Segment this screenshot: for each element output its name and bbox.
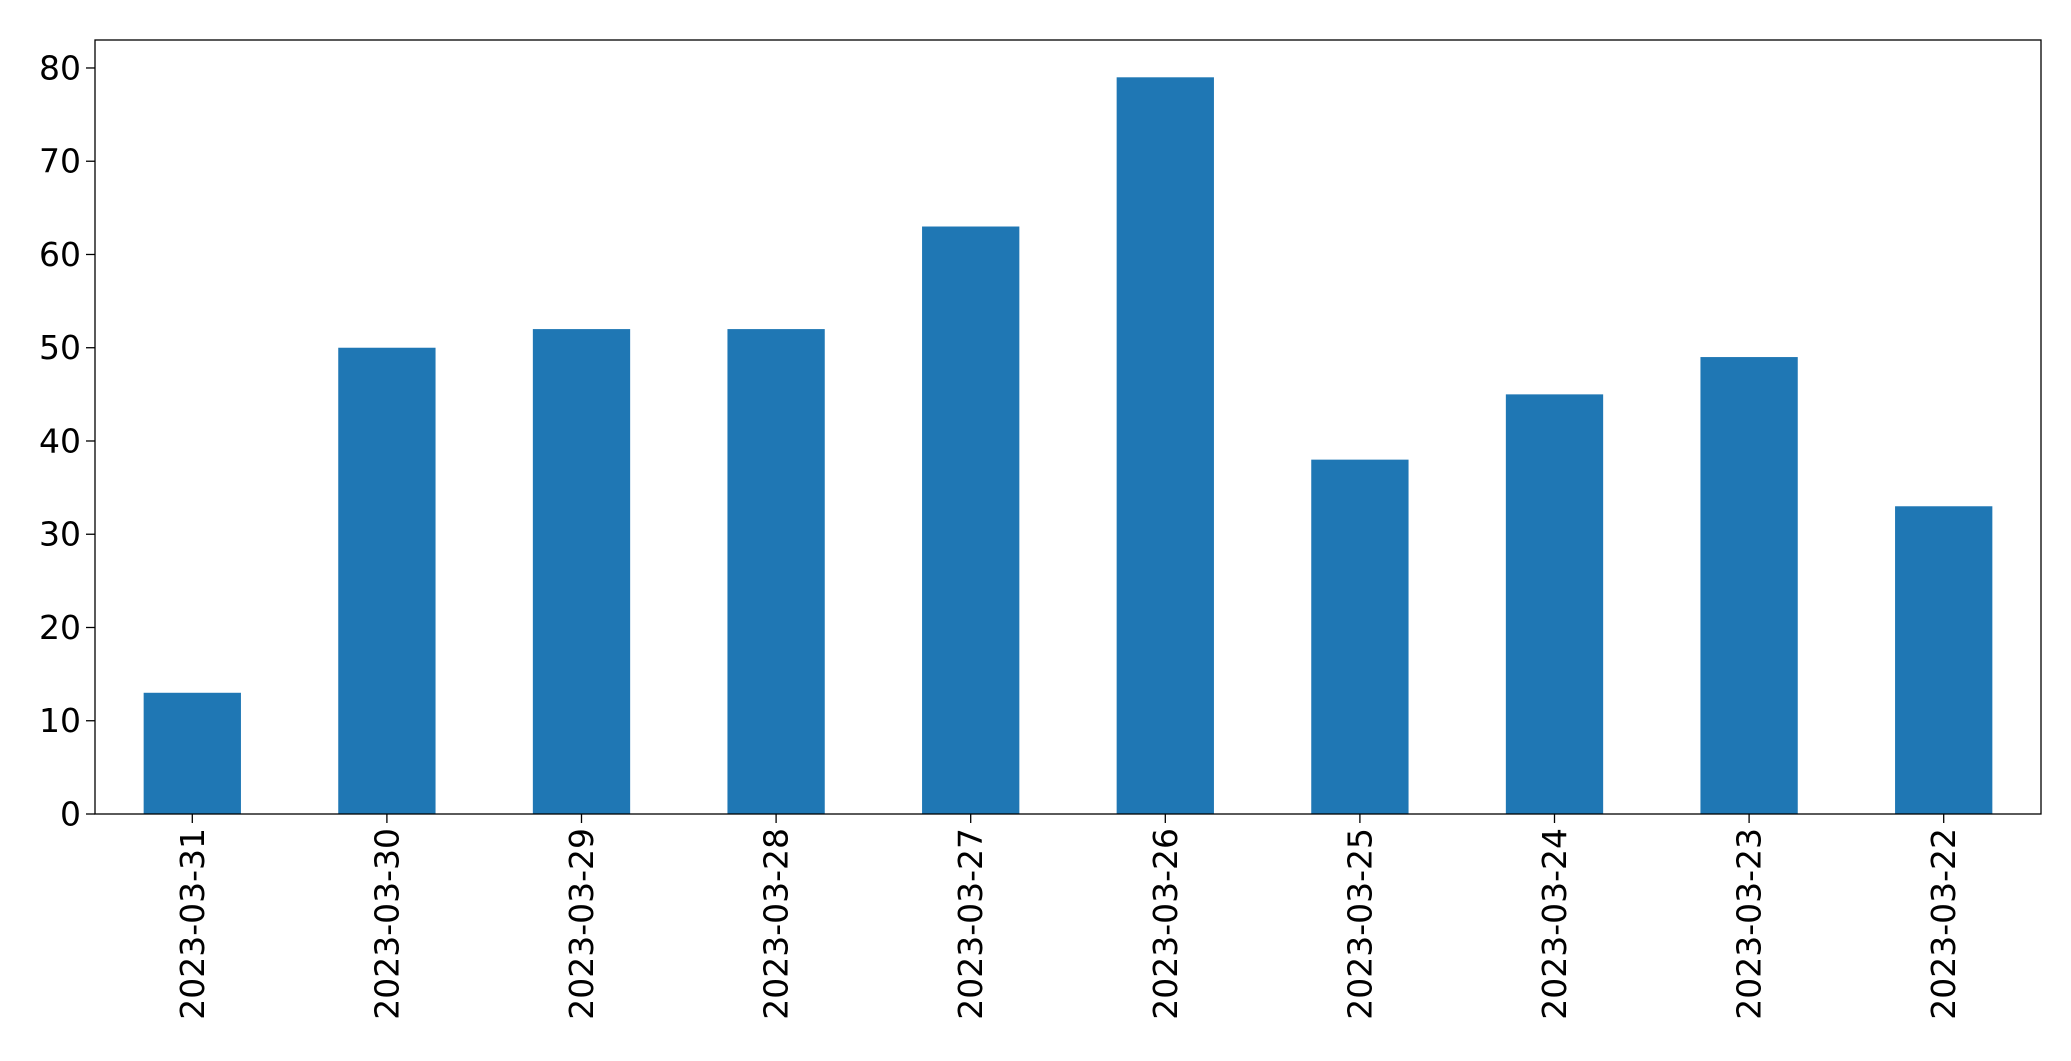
bar-2023-03-29 <box>532 329 631 814</box>
x-tick-label: 2023-03-26 <box>1146 828 1185 1020</box>
bar-2023-03-26 <box>1116 77 1214 814</box>
y-tick-label: 40 <box>39 421 81 460</box>
x-tick-label: 2023-03-24 <box>1535 828 1574 1020</box>
bar-2023-03-31 <box>143 692 241 814</box>
y-tick-label: 80 <box>39 48 81 87</box>
y-axis: 0 10 20 30 40 50 60 70 80 <box>39 48 95 834</box>
bar-2023-03-28 <box>727 329 825 814</box>
y-tick-label: 60 <box>39 235 81 274</box>
bar-2023-03-23 <box>1700 357 1798 814</box>
y-tick-label: 30 <box>39 515 81 554</box>
x-tick-label: 2023-03-30 <box>367 828 406 1020</box>
x-tick-label: 2023-03-25 <box>1340 828 1379 1020</box>
y-tick-label: 70 <box>39 142 81 181</box>
x-tick-label: 2023-03-27 <box>951 828 990 1020</box>
y-tick-label: 0 <box>60 795 81 834</box>
x-tick-label: 2023-03-23 <box>1730 828 1769 1020</box>
x-tick-label: 2023-03-29 <box>562 828 601 1020</box>
x-tick-label: 2023-03-31 <box>173 828 212 1020</box>
plot-frame <box>94 39 2042 815</box>
bar-2023-03-30 <box>338 347 436 814</box>
x-tick-label: 2023-03-22 <box>1924 828 1963 1020</box>
bar-2023-03-22 <box>1895 506 1993 814</box>
bar-2023-03-24 <box>1505 394 1604 814</box>
bars-group <box>143 77 1993 814</box>
x-axis: 2023-03-31 2023-03-30 2023-03-29 2023-03-28… <box>173 814 1963 1020</box>
x-tick-label: 2023-03-28 <box>757 828 796 1020</box>
y-tick-label: 50 <box>39 328 81 367</box>
y-tick-label: 20 <box>39 608 81 647</box>
bar-2023-03-27 <box>922 226 1020 814</box>
y-tick-label: 10 <box>39 701 81 740</box>
bar-2023-03-25 <box>1311 459 1409 814</box>
